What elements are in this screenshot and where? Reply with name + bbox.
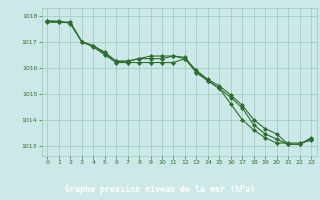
Text: Graphe pression niveau de la mer (hPa): Graphe pression niveau de la mer (hPa) xyxy=(65,185,255,194)
